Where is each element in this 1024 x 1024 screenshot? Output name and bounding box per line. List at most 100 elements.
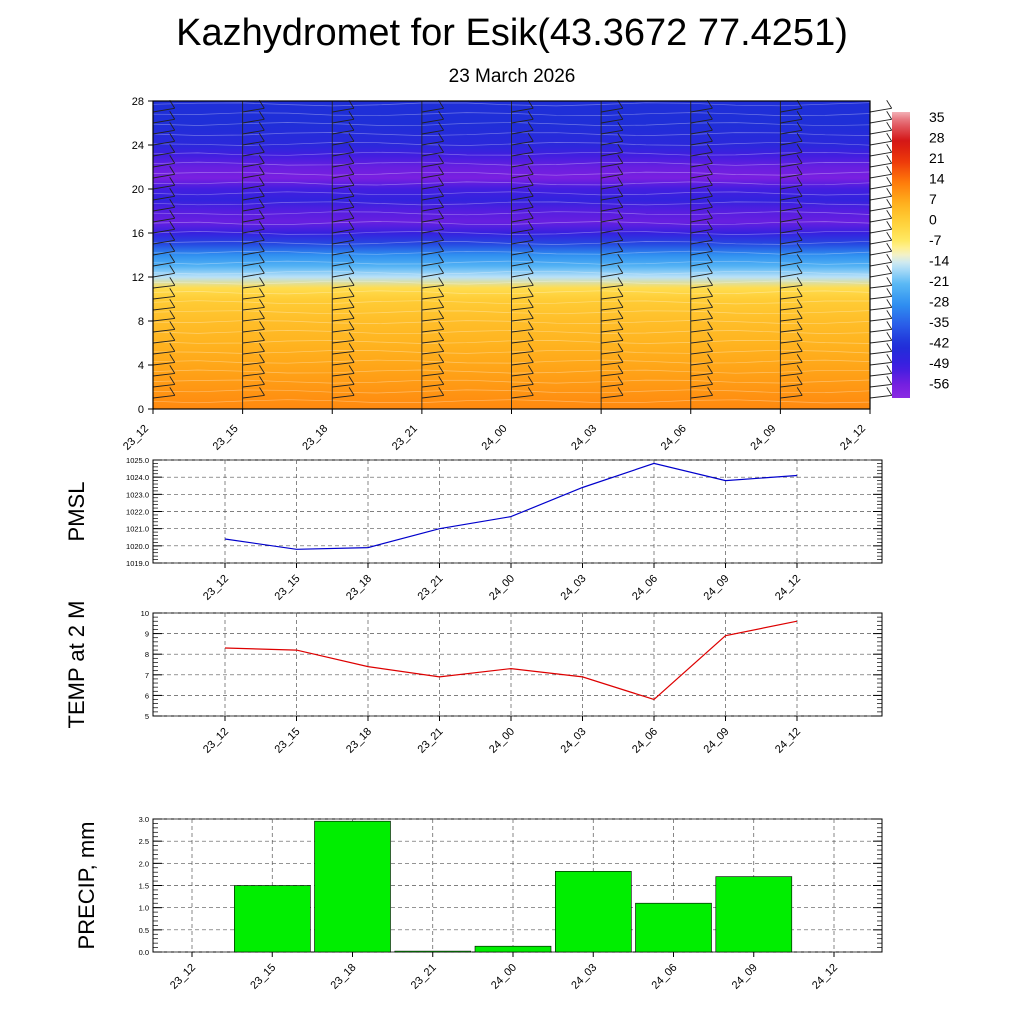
wind-barb-flag: [348, 221, 355, 230]
x-tick-label: 23_21: [416, 573, 446, 603]
wind-barb-flag: [796, 155, 803, 164]
wind-barb: [780, 217, 803, 223]
wind-barb: [242, 284, 265, 289]
wind-barb-flag: [527, 321, 534, 330]
wind-barb-flag: [796, 254, 803, 263]
wind-barb: [332, 184, 354, 190]
wind-barb: [601, 129, 623, 135]
wind-barb: [421, 272, 444, 278]
bar: [474, 945, 552, 953]
wind-barb-flag: [169, 210, 176, 219]
wind-barb-flag: [617, 199, 624, 208]
wind-barb: [242, 339, 265, 344]
y-tick-label: 1021.0: [126, 525, 149, 534]
wind-barb-flag: [707, 199, 713, 208]
wind-barb-flag: [438, 199, 444, 208]
wind-barb-flag: [796, 144, 803, 153]
wind-barb-flag: [886, 133, 893, 142]
wind-barb: [421, 239, 444, 245]
wind-barb-flag: [169, 288, 176, 297]
wind-barb-flag: [527, 265, 534, 274]
wind-barb: [421, 250, 444, 256]
wind-barb: [332, 151, 354, 157]
wind-barb: [421, 394, 444, 399]
wind-barb-flag: [886, 166, 893, 175]
wind-barb-flag: [617, 144, 624, 153]
wind-barb-flag: [707, 133, 713, 142]
colorbar-label: 28: [929, 130, 945, 146]
wind-barb: [421, 317, 444, 322]
wind-barb: [421, 206, 444, 212]
wind-barb-flag: [169, 221, 176, 230]
x-tick-label: 23_21: [409, 962, 439, 992]
wind-barb-flag: [527, 100, 534, 109]
wind-barb: [511, 140, 534, 146]
y-tick-label: 8: [138, 316, 144, 328]
wind-barb-flag: [259, 365, 265, 374]
wind-barb-flag: [348, 310, 355, 319]
y-tick-label: 4: [138, 360, 144, 372]
x-tick-label: 24_12: [810, 962, 840, 992]
x-tick-label: 24_06: [630, 573, 660, 603]
bar: [554, 870, 632, 953]
wind-barb: [332, 129, 354, 135]
wind-barb: [152, 394, 175, 399]
wind-barb-flag: [169, 265, 176, 274]
wind-barb: [780, 284, 803, 289]
wind-barb: [242, 250, 265, 256]
wind-barb-flag: [527, 232, 534, 241]
wind-barb-flag: [259, 376, 265, 385]
x-tick-label: 24_00: [487, 726, 517, 756]
wind-barb: [152, 162, 175, 168]
wind-barb-flag: [438, 122, 444, 131]
wind-barb-flag: [617, 365, 624, 374]
colorbar-label: 14: [929, 171, 945, 187]
wind-barb: [780, 272, 803, 278]
wind-barb: [869, 250, 892, 256]
y-axis-label: PRECIP, mm: [74, 822, 99, 950]
wind-barb: [152, 350, 175, 355]
wind-barb: [511, 361, 534, 366]
wind-barb: [152, 107, 175, 113]
wind-barb-flag: [796, 387, 803, 396]
wind-barb: [869, 261, 892, 267]
temp-chart: 5 6 7 8 9 10 23_12 23_15 23_18 23_21 24_00 24_03 24_…: [64, 601, 883, 756]
wind-barb-flag: [438, 254, 444, 263]
wind-barb: [511, 129, 534, 135]
wind-barb-flag: [438, 155, 444, 164]
wind-barb-flag: [169, 332, 176, 341]
y-tick-label: 0: [138, 404, 144, 416]
wind-barb: [242, 107, 265, 113]
wind-barb-flag: [258, 177, 265, 186]
wind-barb-flag: [348, 155, 355, 164]
wind-barb: [511, 350, 534, 355]
wind-barb-flag: [348, 376, 355, 385]
wind-barb: [152, 372, 175, 377]
wind-barb-flag: [707, 144, 713, 153]
wind-barb: [152, 328, 175, 333]
wind-barb: [152, 228, 175, 234]
wind-barb-flag: [348, 299, 355, 308]
wind-barb: [242, 228, 265, 234]
wind-barb-flag: [527, 365, 534, 374]
wind-barb: [511, 372, 534, 377]
wind-barb-flag: [796, 166, 803, 175]
y-tick-label: 7: [145, 671, 149, 680]
wind-barb: [511, 239, 534, 245]
wind-barb-flag: [707, 100, 713, 109]
wind-barb: [601, 306, 624, 311]
wind-barbs: [152, 100, 893, 409]
wind-barb: [332, 284, 355, 289]
x-tick-label: 24_09: [748, 423, 778, 453]
wind-barb: [152, 361, 175, 366]
wind-barb: [242, 394, 265, 399]
wind-barb-flag: [886, 254, 893, 263]
wind-barb-flag: [348, 265, 355, 274]
wind-barb-flag: [438, 288, 445, 297]
wind-barb-flag: [796, 188, 803, 197]
bar: [394, 950, 472, 953]
wind-barb: [421, 372, 444, 377]
wind-barb: [869, 173, 892, 179]
x-tick-label: 24_12: [838, 423, 868, 453]
colorbar-label: -21: [929, 273, 949, 289]
